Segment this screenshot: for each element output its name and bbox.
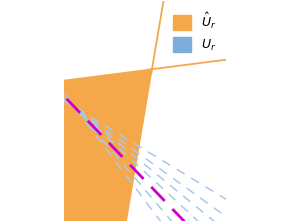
Polygon shape [0,69,152,222]
Legend: $\hat{U}_r$, $U_r$: $\hat{U}_r$, $U_r$ [170,7,220,56]
Polygon shape [0,89,126,222]
